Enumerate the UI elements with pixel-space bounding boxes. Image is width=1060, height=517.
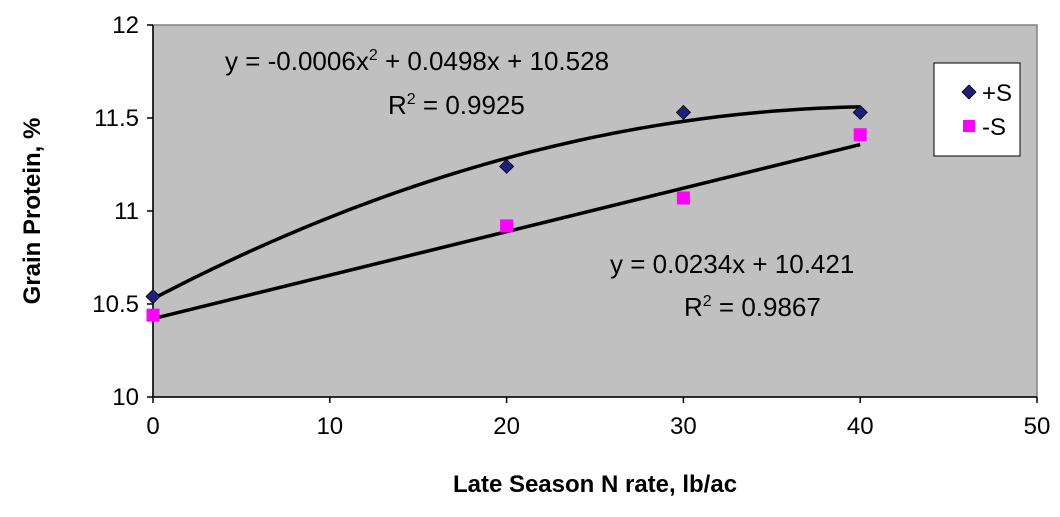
series-1-r2: R2 = 0.9925 [388,90,525,120]
legend-marker-minus-s [963,120,975,132]
x-tick-label: 30 [670,413,697,440]
data-point-series-1 [852,104,868,120]
y-axis-title: Grain Protein, % [19,118,46,305]
series-2-r2-suffix: = 0.9867 [712,292,821,322]
y-tick-label: 11 [114,198,139,225]
x-axis-title: Late Season N rate, lb/ac [453,471,737,498]
series-1-r2-exp: 2 [407,91,416,108]
data-point-series-2 [853,128,867,142]
series-2-r2-prefix: R [684,292,703,322]
data-points [145,104,868,322]
x-tick-label: 50 [1024,413,1051,440]
data-point-series-1 [499,158,515,174]
series-1-eq-prefix: y = -0.0006x [225,46,369,76]
y-tick-label: 10.5 [92,291,139,318]
y-tick-label: 12 [112,12,139,39]
x-tick-label: 10 [316,413,343,440]
series-1-r2-suffix: = 0.9925 [416,90,525,120]
series-2-equation: y = 0.0234x + 10.421 [610,249,854,279]
x-tick-label: 0 [146,413,159,440]
series-1-eq-suffix: + 0.0498x + 10.528 [378,46,609,76]
legend-marker-plus-s [961,84,977,100]
y-ticks: 10 10.5 11 11.5 12 [92,12,153,411]
data-point-series-2 [146,308,160,322]
trendline-series-1 [152,105,861,301]
series-1-eq-exp: 2 [369,47,378,64]
data-point-series-1 [145,288,161,305]
legend-label-minus-s: -S [982,114,1006,141]
legend-box [933,62,1021,157]
x-tick-label: 40 [847,413,874,440]
y-tick-label: 10 [112,384,139,411]
data-point-series-2 [676,191,690,205]
series-1-r2-prefix: R [388,90,407,120]
y-tick-label: 11.5 [94,105,139,132]
x-tick-label: 20 [493,413,520,440]
legend: +S -S [933,62,1021,157]
x-ticks: 0 10 20 30 40 50 [146,397,1050,440]
series-2-eq-prefix: y = 0.0234x + 10.421 [610,249,854,279]
series-1-equation: y = -0.0006x2 + 0.0498x + 10.528 [225,46,609,76]
legend-label-plus-s: +S [982,80,1012,107]
series-2-r2: R2 = 0.9867 [684,292,821,322]
data-point-series-2 [500,219,514,233]
series-2-r2-exp: 2 [703,293,712,310]
data-point-series-1 [675,104,691,120]
